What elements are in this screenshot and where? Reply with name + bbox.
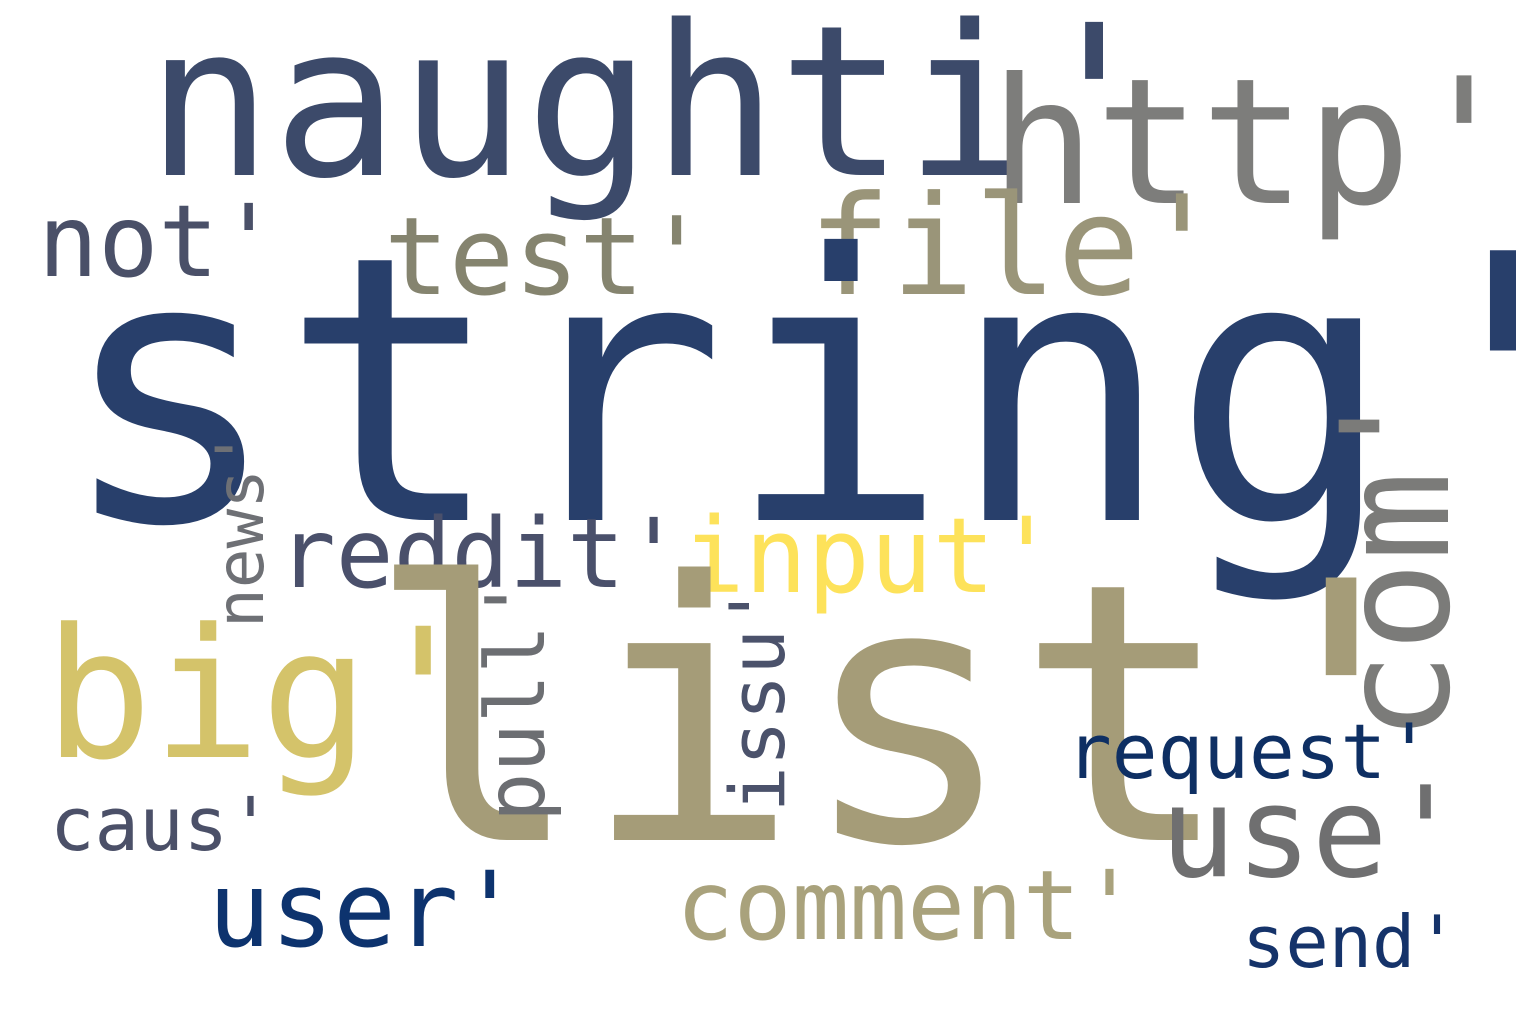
word-input: input' [682, 495, 1058, 617]
word-pull: pull' [469, 575, 564, 822]
word-use: use' [1160, 759, 1464, 906]
word-user: user' [208, 849, 522, 971]
word-file: file' [808, 166, 1224, 327]
word-not: not' [38, 183, 279, 300]
word-http: http' [990, 42, 1516, 245]
word-comment: comment' [676, 850, 1139, 962]
word-big: big' [44, 591, 478, 800]
word-caus: caus' [50, 782, 273, 868]
word-test: test' [384, 195, 710, 320]
word-reddit: reddit' [278, 498, 683, 610]
word-issu: issu' [713, 583, 802, 812]
word-request: request' [1066, 707, 1433, 796]
word-send: send' [1242, 900, 1459, 984]
word-string: string' [58, 178, 1516, 608]
word-naughti: naughti' [146, 0, 1158, 225]
word-list: list' [366, 506, 1450, 925]
